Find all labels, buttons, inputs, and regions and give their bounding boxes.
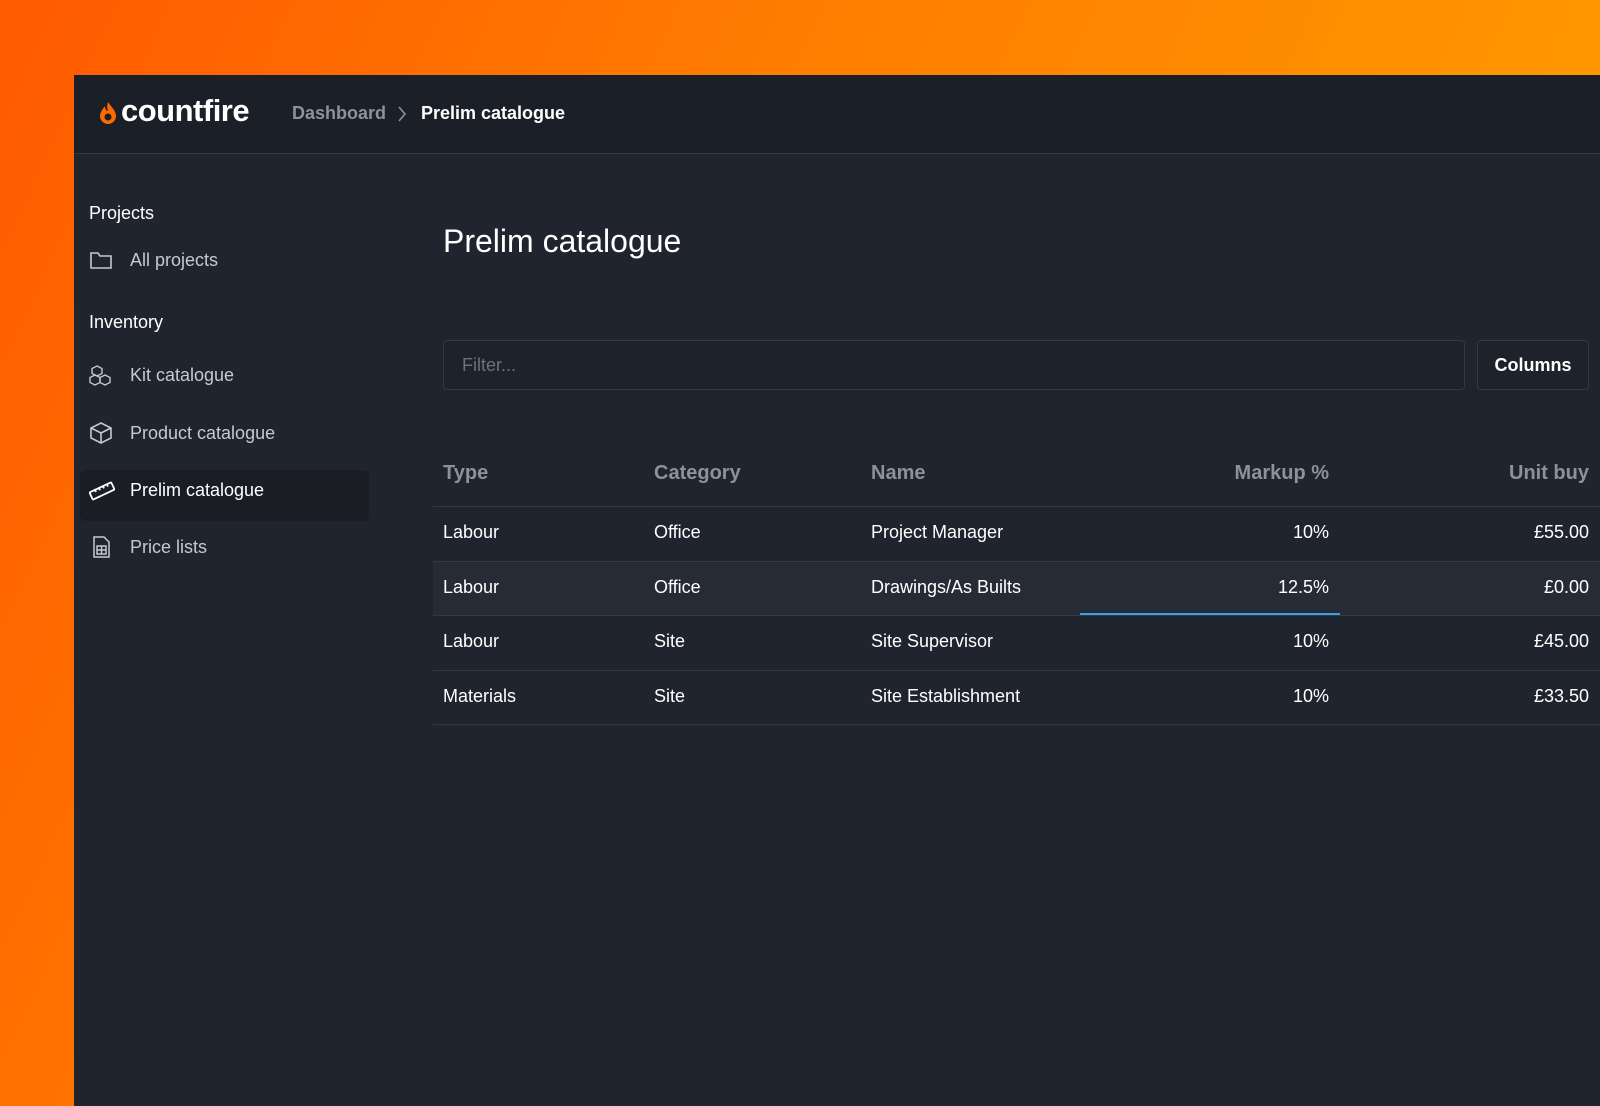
table-cell: Site [654, 631, 686, 651]
table-cell: Site [654, 685, 686, 706]
table-cell[interactable]: 10% [1292, 685, 1329, 706]
filter-input[interactable]: Filter... [443, 340, 1465, 390]
column-header[interactable]: Name [871, 462, 926, 484]
nav-item[interactable]: Price lists [130, 537, 208, 557]
table-cell: Materials [443, 685, 517, 706]
app-window: countfire Dashboard Prelim catalogue Pre… [74, 75, 1600, 1106]
table-cell: £0.00 [1543, 576, 1589, 597]
row-hover [433, 561, 1600, 616]
table-cell: Office [654, 576, 701, 597]
table-cell: Labour [443, 631, 500, 651]
nav-icon [89, 481, 115, 501]
sidebar-section-title: Inventory [89, 312, 164, 332]
nav-icon [90, 422, 112, 444]
row-divider [433, 506, 1600, 507]
nav-item[interactable]: Product catalogue [130, 423, 276, 443]
breadcrumb-link[interactable]: Dashboard [292, 103, 387, 123]
page-title: Prelim catalogue [443, 223, 682, 259]
table-cell[interactable]: 12.5% [1277, 576, 1329, 597]
top-bar: countfire Dashboard Prelim catalogue [74, 75, 1600, 154]
columns-button[interactable]: Columns [1477, 340, 1589, 390]
sidebar-section-title: Projects [89, 203, 155, 223]
row-divider [433, 724, 1600, 725]
table-cell: £33.50 [1533, 685, 1589, 706]
column-header[interactable]: Category [654, 462, 741, 484]
breadcrumb-current: Prelim catalogue [421, 103, 566, 123]
breadcrumb-separator [398, 106, 407, 122]
nav-item[interactable]: All projects [130, 250, 219, 270]
nav-icon [89, 365, 111, 386]
column-header[interactable]: Markup % [1234, 462, 1329, 484]
row-divider [433, 669, 1600, 671]
cell-focus-underline [1080, 612, 1340, 616]
nav-icon [90, 252, 112, 269]
table-cell: £45.00 [1533, 631, 1589, 651]
table-cell[interactable]: 10% [1292, 631, 1329, 651]
nav-item[interactable]: Kit catalogue [130, 365, 235, 385]
nav-icon [93, 536, 110, 558]
logo-icon [100, 102, 116, 124]
table-cell: Labour [443, 522, 500, 542]
logo[interactable]: countfire [121, 93, 250, 128]
table-cell: Drawings/As Builts [871, 576, 1022, 597]
table-cell: Office [654, 522, 701, 542]
table-cell: Labour [443, 576, 500, 597]
column-header[interactable]: Type [443, 462, 489, 484]
column-header[interactable]: Unit buy [1509, 462, 1589, 484]
table-cell: Site Establishment [871, 685, 1021, 706]
table-cell[interactable]: 10% [1292, 522, 1329, 542]
nav-active-highlight [80, 470, 369, 521]
table-cell: Site Supervisor [871, 631, 994, 651]
nav-item[interactable]: Prelim catalogue [130, 480, 265, 500]
table-cell: £55.00 [1533, 522, 1589, 542]
row-divider [433, 560, 1600, 562]
filter-placeholder: Filter... [462, 355, 517, 375]
table-cell: Project Manager [871, 522, 1004, 542]
row-divider [433, 615, 1600, 616]
